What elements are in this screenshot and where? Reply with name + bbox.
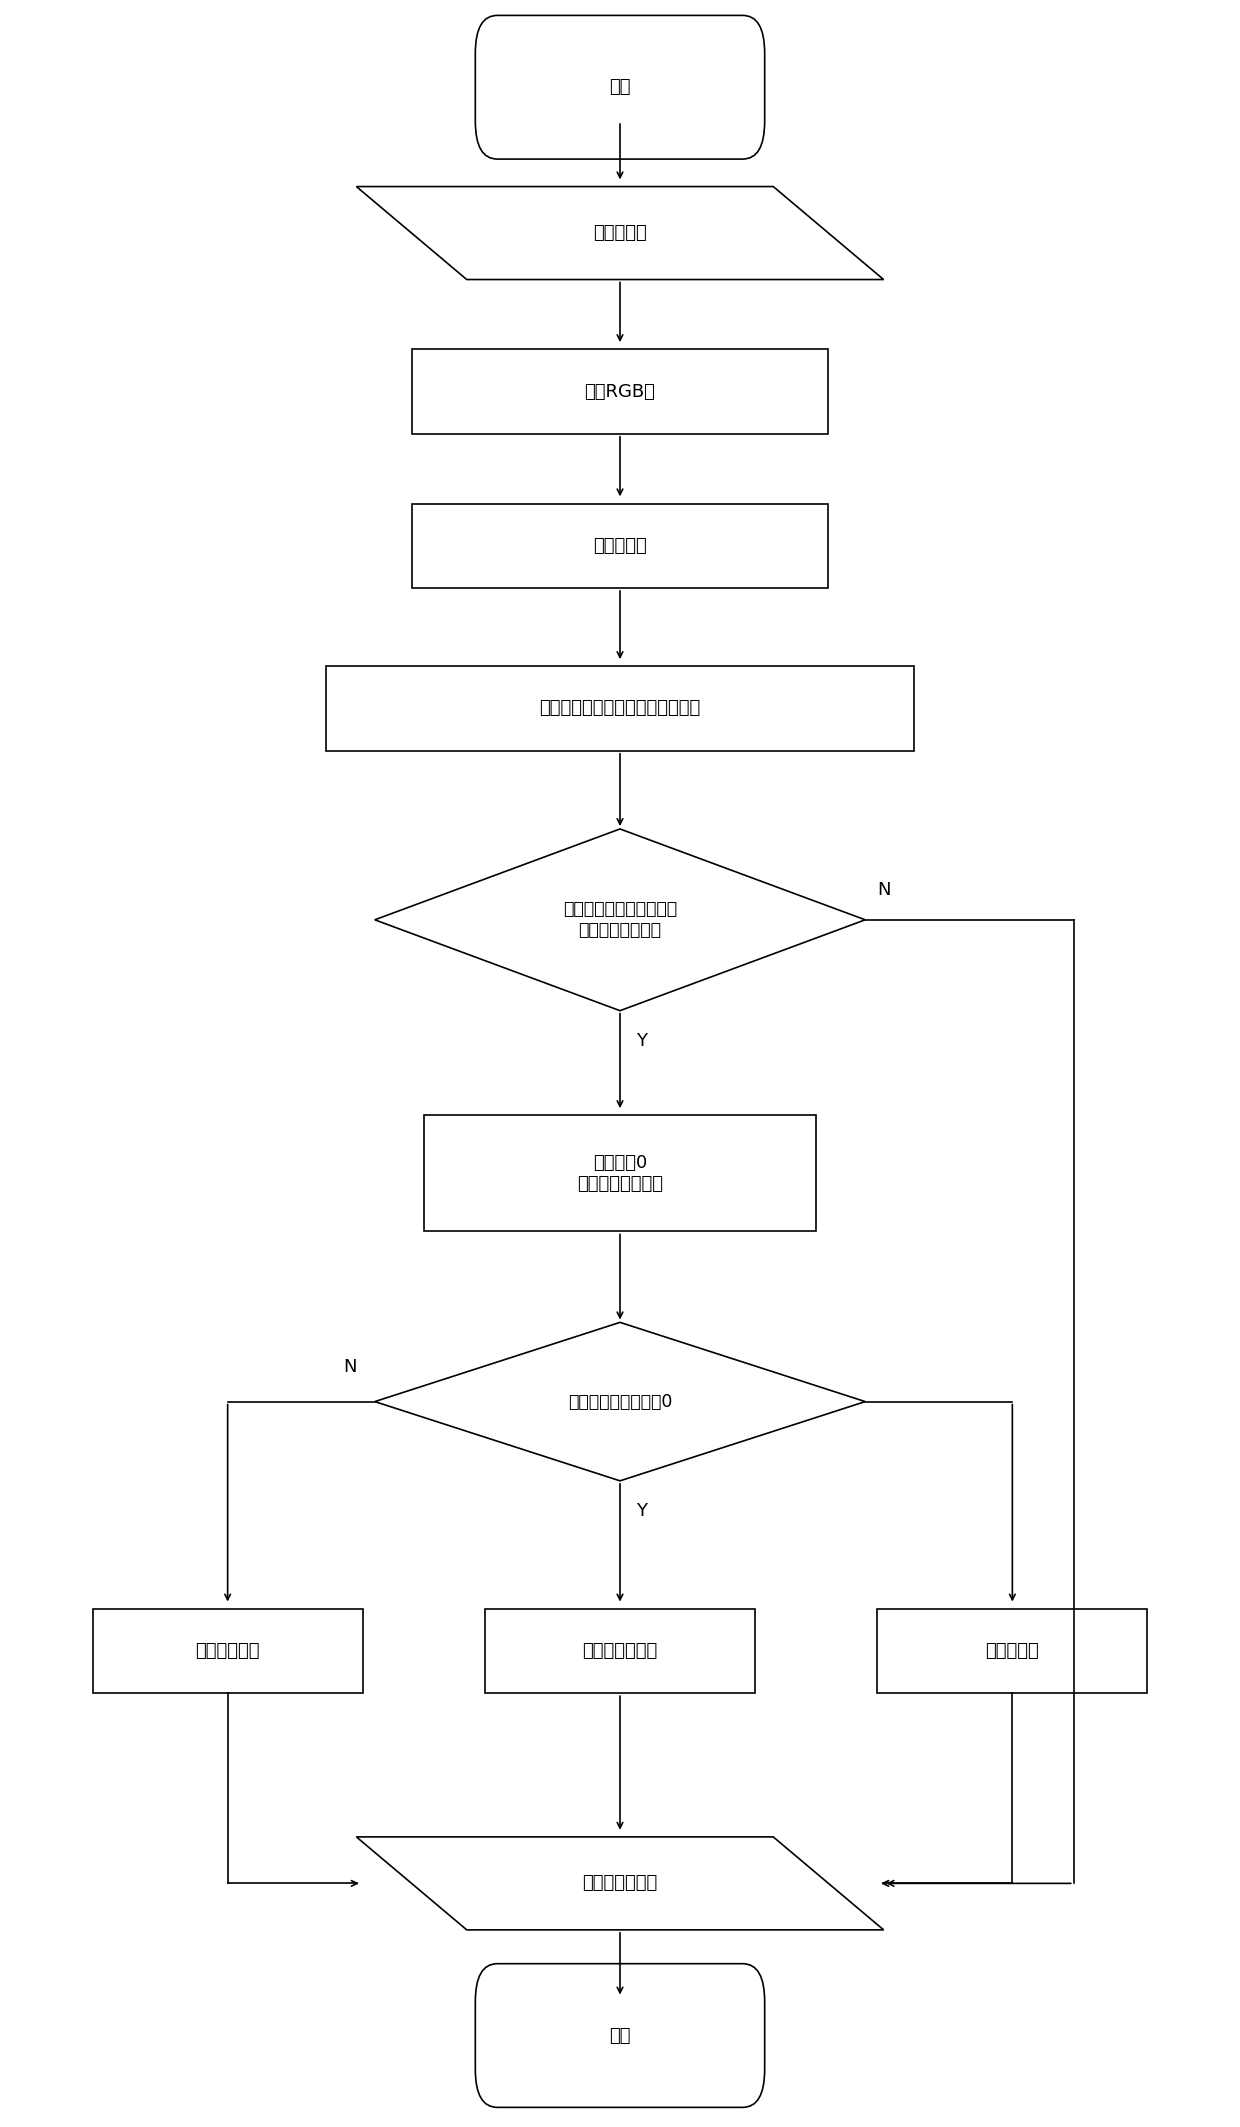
Bar: [412, 349, 828, 434]
Text: N: N: [343, 1359, 356, 1376]
Text: 温度赋值0
保留上一时刻温度: 温度赋值0 保留上一时刻温度: [577, 1155, 663, 1193]
Polygon shape: [356, 1838, 884, 1929]
Text: 取上一时刻温度: 取上一时刻温度: [583, 1642, 657, 1659]
Text: 得到铸坯温度场: 得到铸坯温度场: [583, 1874, 657, 1893]
FancyBboxPatch shape: [475, 1963, 765, 2108]
Bar: [412, 504, 828, 587]
Bar: [878, 1608, 1147, 1693]
Text: N: N: [878, 881, 892, 900]
FancyBboxPatch shape: [475, 15, 765, 160]
Text: 温度值不变: 温度值不变: [986, 1642, 1039, 1659]
Text: 取拉速方向上像素点的最大温度值: 取拉速方向上像素点的最大温度值: [539, 700, 701, 717]
Bar: [485, 1608, 755, 1693]
Text: 取两者平均值: 取两者平均值: [196, 1642, 260, 1659]
Polygon shape: [374, 1323, 866, 1480]
Bar: [93, 1608, 362, 1693]
Text: 获取RGB值: 获取RGB值: [584, 383, 656, 400]
Polygon shape: [356, 187, 884, 279]
Text: 计算温度值: 计算温度值: [593, 536, 647, 555]
Text: Y: Y: [636, 1502, 647, 1521]
Bar: [424, 1115, 816, 1232]
Text: 各点温度与最大温度差值
是否超出设定范围: 各点温度与最大温度差值 是否超出设定范围: [563, 900, 677, 940]
Text: 读入像素点: 读入像素点: [593, 223, 647, 242]
Polygon shape: [374, 830, 866, 1010]
Text: 结束: 结束: [609, 2027, 631, 2044]
Text: Y: Y: [636, 1032, 647, 1051]
Text: 开始: 开始: [609, 79, 631, 96]
Bar: [326, 666, 914, 751]
Text: 相邻两点温度是否为0: 相邻两点温度是否为0: [568, 1393, 672, 1410]
